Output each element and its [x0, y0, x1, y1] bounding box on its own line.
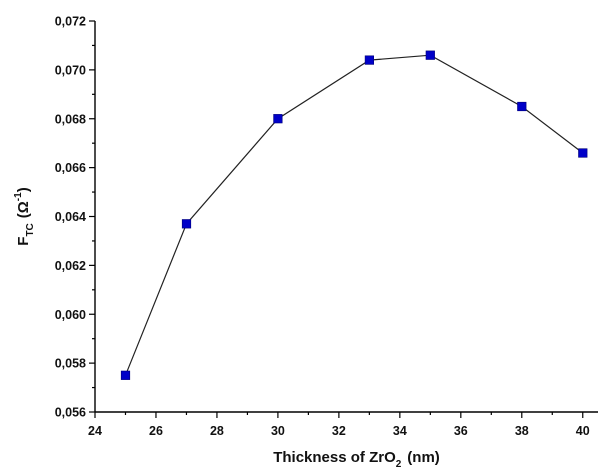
y-axis-title-main: F	[15, 237, 32, 246]
data-point-marker	[364, 55, 375, 65]
x-tick-label: 26	[149, 424, 163, 438]
y-axis: 0,056 0,058 0,060 0,062 0,064 0,066 0,068 0,070…	[55, 15, 95, 420]
x-tick-label: 30	[271, 424, 285, 438]
x-tick-label: 36	[454, 424, 468, 438]
data-point-marker	[425, 50, 435, 60]
x-axis-title-subscript: 2	[396, 459, 402, 470]
y-tick-label: 0,066	[55, 161, 86, 175]
x-tick-label: 28	[210, 424, 224, 438]
data-point-marker	[517, 101, 527, 112]
y-tick-label: 0,068	[55, 112, 86, 126]
plot-area	[94, 21, 598, 413]
x-axis-title-unit: (nm)	[407, 449, 440, 466]
x-tick-label: 40	[576, 424, 590, 438]
y-axis-title-unit-open: (Ω	[15, 201, 32, 218]
data-point-marker	[273, 114, 283, 124]
y-axis-title-unit-close: )	[15, 187, 32, 192]
y-tick-label: 0,060	[55, 308, 86, 322]
y-tick-label: 0,062	[55, 259, 86, 273]
y-tick-label: 0,058	[55, 357, 86, 371]
y-tick-label: 0,056	[55, 406, 86, 420]
data-point-marker	[578, 148, 588, 158]
y-axis-title: FTC (Ω-1)	[13, 187, 36, 245]
series-line	[124, 54, 584, 376]
data-point-marker	[181, 219, 192, 229]
x-axis: 24 26 28 30 32 34 36 38 40	[88, 412, 590, 438]
data-series	[120, 50, 588, 380]
data-point-marker	[120, 370, 131, 380]
x-tick-label: 34	[393, 424, 407, 438]
x-axis-title-main: Thickness of ZrO	[273, 449, 396, 466]
y-tick-label: 0,070	[55, 63, 86, 77]
x-axis-title: Thickness of ZrO2 (nm)	[273, 449, 440, 470]
y-axis-title-subscript: TC	[25, 223, 36, 236]
x-tick-label: 24	[88, 424, 102, 438]
y-tick-label: 0,072	[55, 15, 86, 29]
y-tick-label: 0,064	[55, 210, 86, 224]
x-tick-label: 38	[515, 424, 529, 438]
y-axis-title-unit-superscript: -1	[13, 192, 24, 201]
x-tick-label: 32	[332, 424, 346, 438]
